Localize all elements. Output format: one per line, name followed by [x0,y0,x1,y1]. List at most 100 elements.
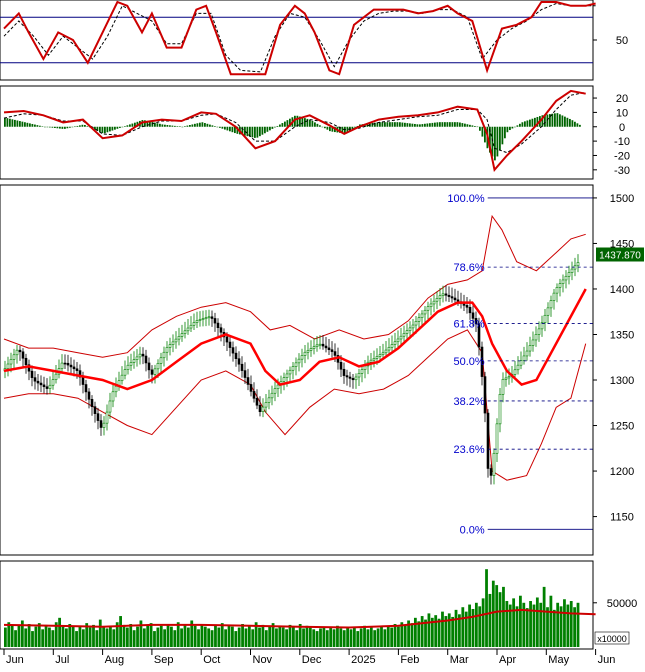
macd-histogram-bar [51,126,54,128]
macd-histogram-bar [331,126,334,132]
macd-histogram-bar [494,126,496,161]
macd-histogram-bar [204,123,206,127]
macd-histogram-bar [54,126,56,128]
volume-bar [352,627,356,647]
price-candle-body [126,364,130,370]
price-candle-body [564,275,568,281]
price-candle-body [6,363,10,369]
price-candle-body [558,283,562,288]
macd-histogram-bar [266,126,269,132]
volume-bar [481,598,485,647]
macd-histogram-bar [551,113,554,127]
macd-histogram-bar [281,123,284,127]
price-candle-body [576,262,580,267]
volume-bar [319,628,322,647]
macd-histogram-bar [496,126,499,157]
price-candle-body [276,384,280,390]
macd-histogram-bar [244,126,246,136]
price-candle-body [399,335,403,340]
macd-histogram-bar [39,125,41,127]
volume-bar [31,631,34,647]
macd-histogram-bar [579,124,581,127]
price-candle-body [42,384,46,388]
macd-histogram-bar [316,123,319,127]
volume-bar [420,616,424,647]
macd-histogram-bar [459,122,461,127]
macd-histogram-bar [154,122,156,127]
volume-bar [474,602,478,647]
price-candle-body [297,358,301,364]
price-candle-body [12,354,16,360]
price-candle-body [213,318,217,324]
volume-bar [529,601,532,647]
price-candle-body [348,376,352,379]
volume-bar [515,606,519,647]
macd-histogram-bar [206,123,209,127]
price-candle-body [159,357,163,364]
price-candle-body [99,420,103,428]
stochastic-y-tick-label: 50 [616,35,628,47]
price-candle-body [543,314,547,323]
macd-histogram-bar [451,122,454,127]
price-candle-body [561,279,565,284]
price-candle-body [252,391,256,399]
x-axis-month-label: Apr [499,654,516,666]
price-candle-body [270,392,274,399]
price-candle-body [15,349,19,356]
volume-bar [220,623,224,647]
volume-bar [24,628,28,647]
macd-histogram-bar [221,126,224,129]
macd-histogram-bar [184,126,186,127]
volume-bar [237,627,241,647]
volume-bar [471,608,475,647]
price-candle-body [420,313,424,318]
fibonacci-level-label: 61.8% [453,319,484,331]
volume-bar [234,631,238,647]
price-candle-body [231,347,235,354]
macd-histogram-bar [499,126,501,151]
volume-bar [552,609,556,647]
macd-histogram-bar [461,123,464,127]
volume-bar [434,615,438,647]
macd-histogram-bar [229,126,231,132]
price-candle-body [102,422,106,428]
macd-group: 20 10 0 -10 -20 -30 [3,89,630,177]
volume-bar [386,625,390,647]
volume-bar [498,592,502,647]
macd-histogram-bar [216,126,219,128]
volume-bar [78,625,82,647]
macd-histogram-bar [401,122,404,127]
macd-histogram-bar [236,126,239,134]
macd-histogram-bar [286,120,289,127]
macd-histogram-bar [309,119,311,127]
price-candle-body [345,375,349,378]
macd-histogram-bar [396,122,399,127]
volume-bar [366,629,370,647]
volume-bar [336,625,339,647]
price-candle-body [138,353,142,358]
macd-histogram-bar [59,126,61,129]
volume-bar [417,621,421,647]
macd-histogram-bar [521,122,524,127]
volume-bar [556,602,560,647]
price-candle-body [357,373,361,378]
volume-bar [488,593,492,647]
volume-bar [180,628,183,647]
price-candle-body [396,338,400,343]
macd-histogram-bar [6,118,9,127]
volume-bar [519,595,522,647]
price-candle-body [120,374,124,382]
price-candle-body [48,384,52,389]
volume-bar [332,629,336,647]
price-candle-body [267,397,271,403]
price-candle-body [225,336,229,343]
price-candle-body [342,368,346,376]
volume-bar [569,601,573,647]
price-candle-body [141,353,145,357]
macd-histogram-bar [189,125,191,127]
price-candle-body [306,350,310,353]
price-candle-body [216,322,220,329]
price-candle-body [546,307,550,316]
volume-bar [115,622,119,647]
volume-bar [251,629,255,647]
